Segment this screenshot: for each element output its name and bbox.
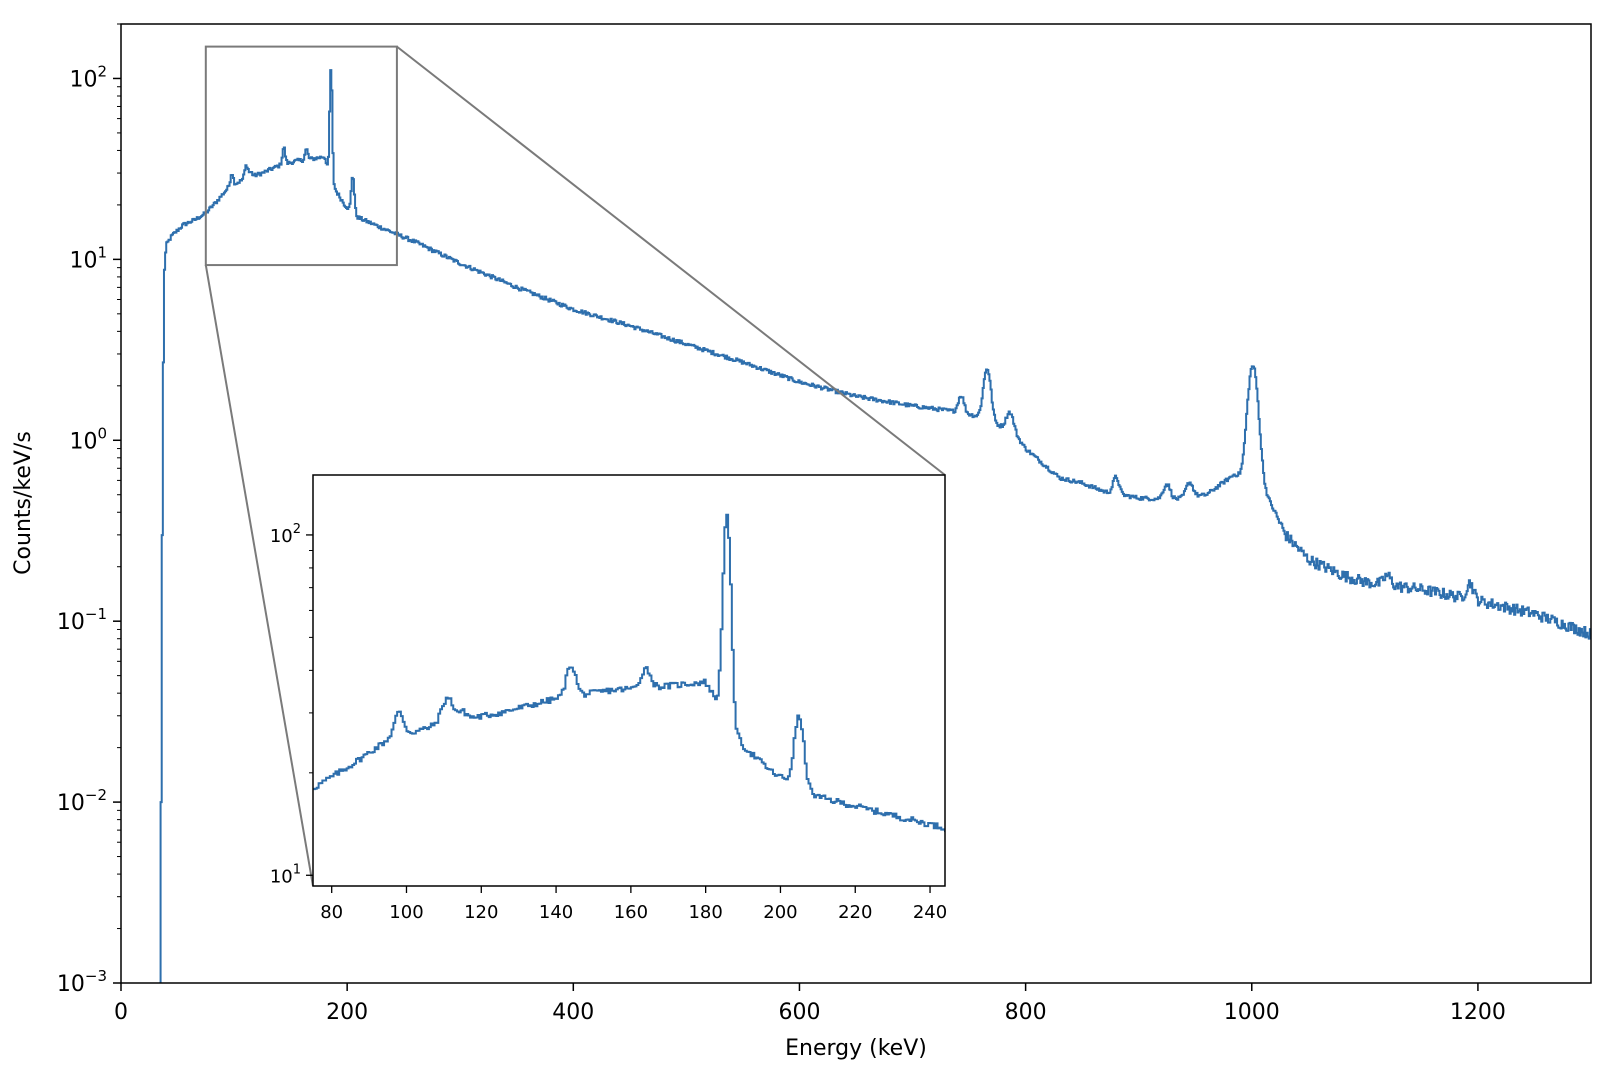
y-tick-label: 101	[69, 243, 107, 273]
inset-x-axis-ticks: 80 100 120 140 160 180 200 220 240	[320, 886, 947, 923]
inset-x-tick-label: 80	[320, 902, 343, 923]
zoom-region-box	[204, 45, 398, 267]
x-tick-label: 1200	[1450, 1000, 1506, 1025]
inset-background	[313, 475, 945, 886]
inset-frame	[312, 474, 946, 887]
x-tick-label: 1000	[1224, 1000, 1280, 1025]
main-axes: 0 200 400 600 800 1000 1200 10−3 10−2 10−1 100 101…	[11, 23, 1592, 1061]
y-tick-label: 10−3	[57, 967, 107, 997]
zoom-connector-bottom	[204, 264, 314, 887]
x-tick-label: 800	[1005, 1000, 1047, 1025]
y-tick-label: 102	[69, 62, 107, 92]
x-tick-label: 600	[778, 1000, 820, 1025]
x-tick-label: 0	[114, 1000, 128, 1025]
inset-x-tick-label: 140	[539, 902, 573, 923]
inset-x-tick-label: 180	[688, 902, 722, 923]
inset-spectrum-line	[313, 513, 945, 833]
inset-x-tick-label: 220	[838, 902, 872, 923]
y-tick-label: 10−2	[57, 786, 107, 816]
y-axis-ticks: 10−3 10−2 10−1 100 101 102	[57, 23, 121, 997]
y-tick-label: 10−1	[57, 605, 107, 635]
inset-x-tick-label: 240	[913, 902, 947, 923]
inset-x-tick-label: 120	[464, 902, 498, 923]
inset-x-tick-label: 160	[614, 902, 648, 923]
inset-x-tick-label: 100	[389, 902, 423, 923]
inset-y-tick-label: 101	[270, 862, 301, 887]
y-tick-label: 100	[69, 424, 107, 454]
inset-x-tick-label: 200	[763, 902, 797, 923]
inset-y-tick-label: 102	[270, 522, 301, 547]
x-tick-label: 200	[326, 1000, 368, 1025]
x-axis-ticks: 0 200 400 600 800 1000 1200	[114, 983, 1506, 1025]
x-axis-label: Energy (keV)	[785, 1036, 927, 1061]
y-axis-label: Counts/keV/s	[11, 431, 36, 575]
plot-frame	[120, 23, 1592, 984]
spectrum-line	[159, 69, 1591, 983]
inset-axes: 80 100 120 140 160 180 200 220 240 101 102	[270, 474, 947, 923]
zoom-connector-top	[396, 45, 946, 476]
inset-y-axis-ticks: 101 102	[270, 522, 313, 887]
zoom-indicator	[204, 45, 946, 887]
x-tick-label: 400	[552, 1000, 594, 1025]
